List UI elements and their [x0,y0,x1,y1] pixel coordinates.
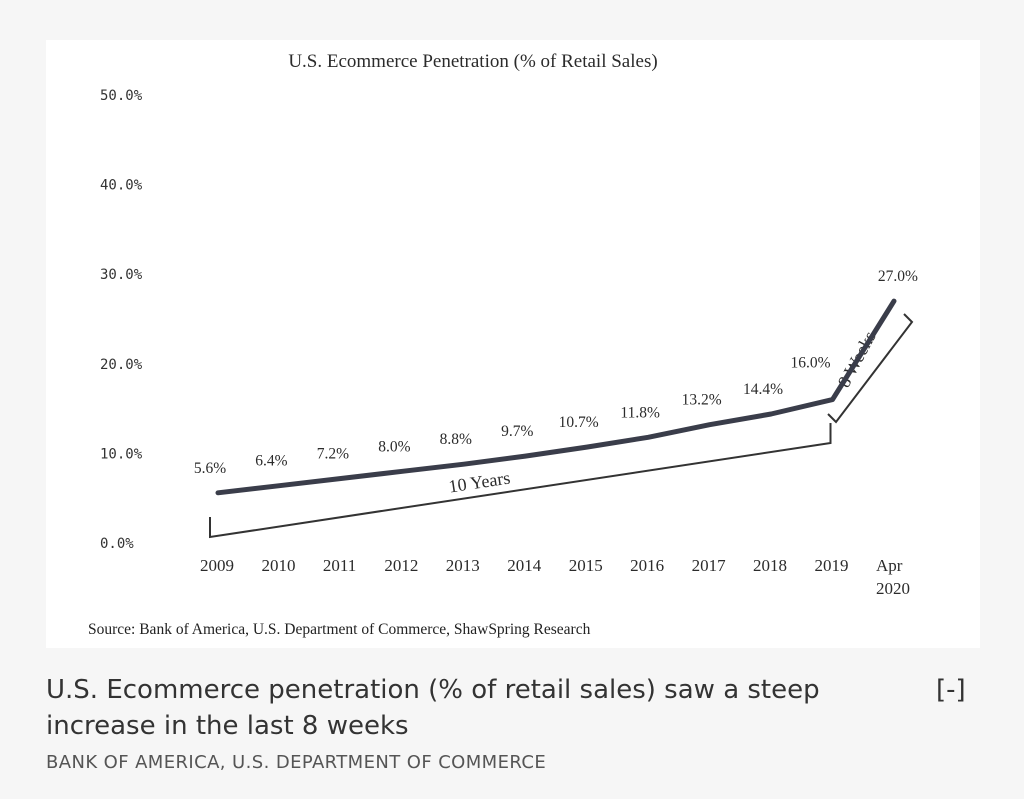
x-tick-label: 2017 [692,556,727,575]
y-tick-label: 0.0% [100,536,134,552]
ecommerce-line-chart: U.S. Ecommerce Penetration (% of Retail … [88,51,918,638]
data-label: 13.2% [682,392,722,409]
data-label: 14.4% [743,381,783,398]
data-label: 8.8% [440,431,472,448]
x-tick-label: 2009 [200,556,234,575]
y-tick-label: 30.0% [100,267,143,283]
series-line-ecommerce-penetration [215,298,897,496]
collapse-caption-button[interactable]: [-] [936,675,966,705]
x-tick-label: 2019 [815,556,849,575]
data-label: 27.0% [878,268,918,285]
x-tick-label: 2020 [876,579,910,598]
chart-figure: U.S. Ecommerce Penetration (% of Retail … [46,40,980,648]
x-tick-label: 2015 [569,556,603,575]
data-label: 16.0% [790,355,830,372]
figure-caption: U.S. Ecommerce penetration (% of retail … [46,675,820,741]
y-tick-label: 40.0% [100,178,143,194]
x-tick-label: 2014 [507,556,542,575]
y-tick-label: 10.0% [100,446,143,462]
x-tick-label: 2010 [261,556,295,575]
x-tick-label: 2013 [446,556,480,575]
y-tick-label: 50.0% [100,88,143,104]
data-label: 11.8% [620,404,660,421]
data-label: 10.7% [559,414,599,431]
x-tick-label: Apr [876,556,903,575]
bracket-10-years [209,423,832,539]
chart-source: Source: Bank of America, U.S. Department… [88,621,591,638]
y-tick-label: 20.0% [100,357,143,373]
x-tick-label: 2016 [630,556,664,575]
data-label: 7.2% [317,445,349,462]
figure-credit: BANK OF AMERICA, U.S. DEPARTMENT OF COMM… [46,752,547,773]
x-axis: 2009 2010 2011 2012 2013 2014 2015 2016 2017 2018… [200,556,910,598]
x-tick-label: 2018 [753,556,787,575]
data-labels: 5.6% 6.4% 7.2% 8.0% 8.8% 9.7% 10.7% 11.8% 13.2% 1… [194,268,918,493]
data-label: 9.7% [501,423,533,440]
x-tick-label: 2011 [323,556,356,575]
data-label: 8.0% [378,438,410,455]
data-label: 5.6% [194,460,226,477]
bracket-8-weeks [827,313,914,424]
chart-title: U.S. Ecommerce Penetration (% of Retail … [288,51,657,72]
x-tick-label: 2012 [384,556,418,575]
y-axis: 0.0% 10.0% 20.0% 30.0% 40.0% 50.0% [100,88,143,552]
data-label: 6.4% [255,453,287,470]
